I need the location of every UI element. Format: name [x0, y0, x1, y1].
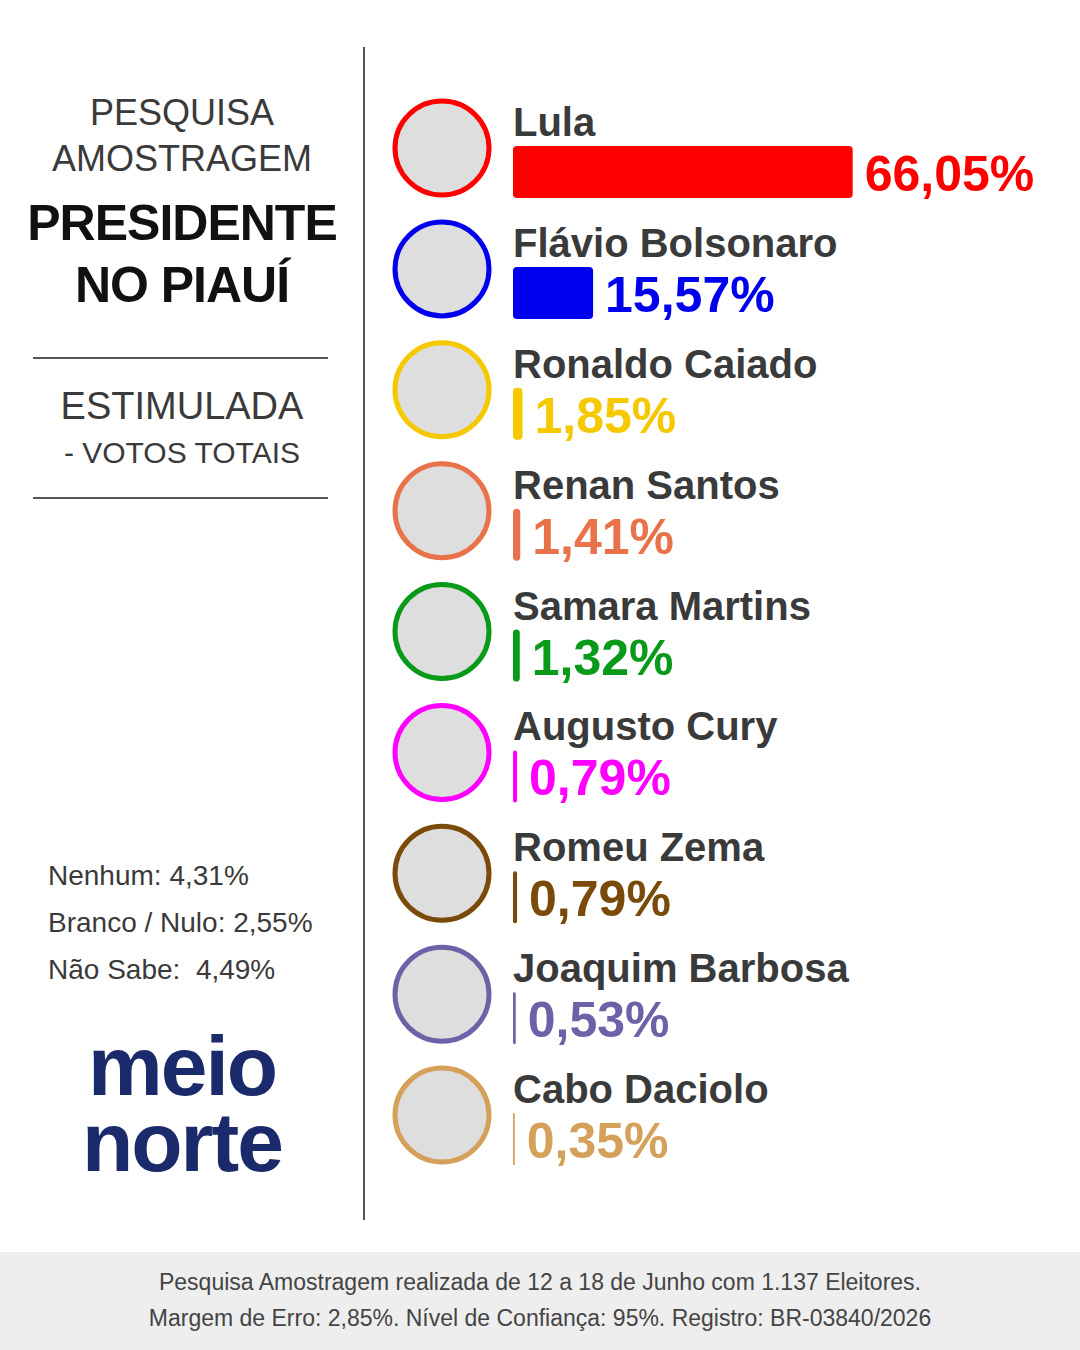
svg-text:0,35%: 0,35%: [527, 1113, 669, 1169]
html-text:Não Sabe: 4,49%: Não Sabe: 4,49%: [48, 954, 276, 985]
svg-text:Ronaldo Caiado: Ronaldo Caiado: [513, 342, 817, 386]
html-text:- VOTOS TOTAIS: - VOTOS TOTAIS: [63, 436, 301, 469]
svg-text:1,85%: 1,85%: [535, 388, 677, 444]
html-text:norte: norte: [82, 1095, 282, 1189]
svg-text:Renan Santos: Renan Santos: [513, 463, 780, 507]
html-text:Nenhum: 4,31%: Nenhum: 4,31%: [48, 860, 249, 891]
html-text:meio: meio: [88, 1019, 276, 1113]
html-text:PRESIDENTE: PRESIDENTE: [27, 195, 337, 251]
html-text:Pesquisa Amostragem realizada: Pesquisa Amostragem realizada de 12 a 18…: [159, 1269, 921, 1295]
html-text:NO PIAUÍ: NO PIAUÍ: [74, 257, 290, 313]
svg-text:Lula: Lula: [513, 100, 596, 144]
svg-text:Romeu Zema: Romeu Zema: [513, 825, 765, 869]
html-text:ESTIMULADA: ESTIMULADA: [60, 385, 304, 427]
svg-text:Cabo Daciolo: Cabo Daciolo: [513, 1067, 769, 1111]
html-text:Branco / Nulo: 2,55%: Branco / Nulo: 2,55%: [48, 907, 313, 938]
svg-text:Flávio Bolsonaro: Flávio Bolsonaro: [513, 221, 838, 265]
svg-text:Joaquim Barbosa: Joaquim Barbosa: [513, 946, 849, 990]
svg-text:Samara Martins: Samara Martins: [513, 584, 811, 628]
svg-text:15,57%: 15,57%: [605, 267, 775, 323]
html-text:Margem de Erro: 2,85%. Nível d: Margem de Erro: 2,85%. Nível de Confianç…: [148, 1305, 932, 1331]
svg-text:1,32%: 1,32%: [532, 630, 674, 686]
svg-text:66,05%: 66,05%: [865, 146, 1035, 202]
svg-text:0,53%: 0,53%: [528, 992, 670, 1048]
svg-text:0,79%: 0,79%: [529, 871, 671, 927]
svg-text:Augusto Cury: Augusto Cury: [513, 704, 778, 748]
html-text:AMOSTRAGEM: AMOSTRAGEM: [52, 138, 312, 179]
svg-text:0,79%: 0,79%: [529, 750, 671, 806]
html-text:PESQUISA: PESQUISA: [90, 92, 274, 133]
svg-text:1,41%: 1,41%: [532, 509, 674, 565]
